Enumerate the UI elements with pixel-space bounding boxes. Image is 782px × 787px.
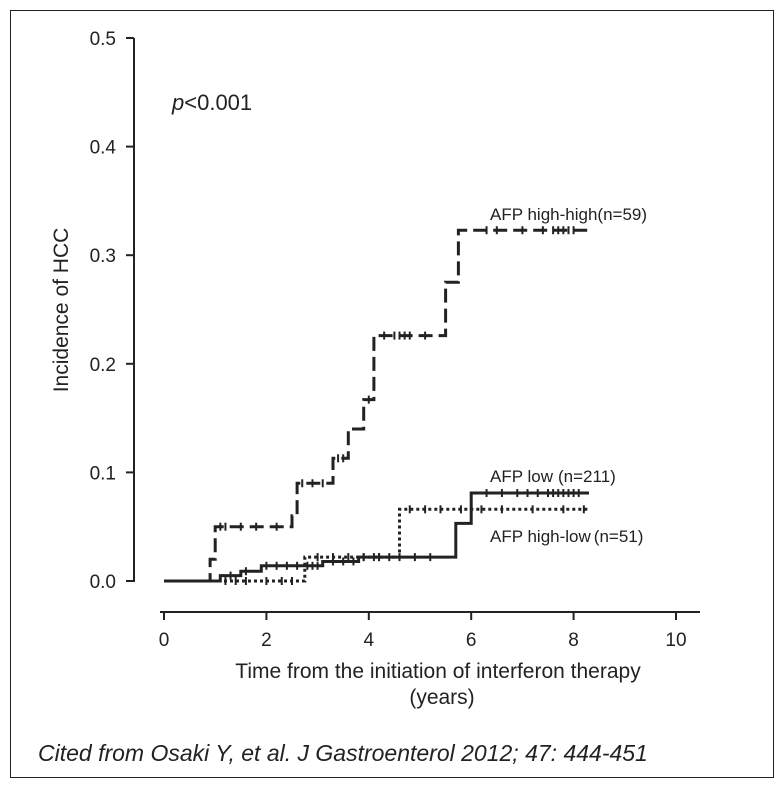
axes	[133, 38, 700, 613]
ticks: 0 2 4 6 8 10 0.0 0.1 0.2 0.3 0.4 0.5	[90, 29, 687, 651]
series-afp-low	[164, 489, 589, 583]
x-tick-label-4: 8	[568, 630, 579, 651]
x-tick-label-1: 2	[261, 630, 272, 651]
series-line-afp-high-high	[164, 228, 589, 583]
p-symbol: p	[171, 90, 184, 115]
y-tick-label-5: 0.5	[90, 29, 116, 50]
series-n-high-high: (n=59)	[597, 205, 647, 224]
x-axis-label-line2: (years)	[409, 686, 474, 709]
series-line-afp-high-low	[164, 507, 589, 583]
figure-frame	[10, 10, 774, 778]
series-n-low: (n=211)	[558, 467, 616, 486]
series-afp-high-low	[164, 505, 589, 585]
series-name-high-high: AFP high-high	[490, 205, 597, 224]
series-afp-high-high	[164, 226, 589, 583]
citation: Cited from Osaki Y, et al. J Gastroenter…	[38, 740, 648, 766]
y-axis-label: Incidence of HCC	[50, 228, 73, 393]
series-n-high-low: (n=51)	[594, 527, 644, 546]
p-value-annotation: p<0.001	[171, 90, 252, 115]
x-tick-label-5: 10	[665, 630, 686, 651]
x-axis-label-line1: Time from the initiation of interferon t…	[235, 660, 641, 683]
y-tick-label-0: 0.0	[90, 572, 116, 593]
series-label-low: AFP low (n=211)	[490, 467, 616, 486]
series-label-high-low: AFP high-low (n=51)	[490, 527, 643, 546]
y-tick-label-3: 0.3	[90, 246, 116, 267]
series-label-high-high: AFP high-high(n=59)	[490, 205, 647, 224]
y-tick-label-2: 0.2	[90, 355, 116, 376]
series-name-high-low: AFP high-low	[490, 527, 592, 546]
y-tick-label-1: 0.1	[90, 463, 116, 484]
x-tick-label-0: 0	[159, 630, 170, 651]
series-name-low: AFP low	[490, 467, 554, 486]
series-layer	[164, 226, 589, 585]
x-tick-label-2: 4	[364, 630, 375, 651]
y-tick-label-4: 0.4	[90, 138, 117, 159]
p-value: <0.001	[184, 90, 252, 115]
x-tick-label-3: 6	[466, 630, 477, 651]
